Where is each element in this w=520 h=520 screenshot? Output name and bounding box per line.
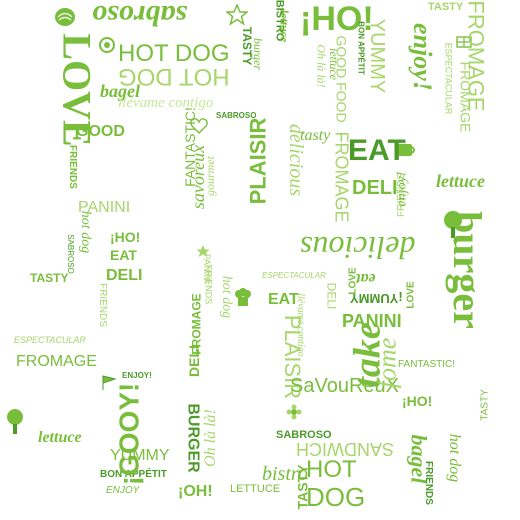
word-ohlala-2: Oh là là! <box>201 409 219 467</box>
word-friends-v2: FRIENDS <box>66 145 78 189</box>
word-yummy-2: YUMMY <box>110 447 170 464</box>
word-bonappetit-v1: BON APPÉTIT <box>356 21 366 75</box>
word-tasty-script: tasty <box>300 127 331 144</box>
word-hot-eat-3: EAT <box>268 291 299 308</box>
word-gooy-big: ¡GOOY! <box>113 382 145 486</box>
cup-icon <box>398 144 415 156</box>
word-llevame: llévame contigo <box>118 95 214 111</box>
word-panini-1: PANINI <box>78 199 131 216</box>
word-lettuce-right: lettuce <box>436 171 485 191</box>
word-eat-1: EAT <box>348 134 406 167</box>
word-good-1: GOOD <box>76 123 125 140</box>
word-enjoy-3: ENJOY! <box>122 371 152 380</box>
word-ivy-big: EAT <box>148 281 193 359</box>
tree-icon <box>444 211 462 238</box>
flower-icon <box>286 404 302 420</box>
word-take-1: TAKE <box>78 165 127 185</box>
word-tasty-2: TASTY <box>30 271 69 285</box>
lettuce-icon <box>55 8 75 26</box>
word-especacular-3: ESPECTACULAR <box>262 271 326 280</box>
word-dog-3: DOG <box>306 482 366 512</box>
word-lettuce-3: LETTUCE <box>230 483 281 495</box>
word-fantastic-2: FANTASTIC! <box>398 359 456 370</box>
word-enjoy-v2: enjoy! <box>394 171 410 207</box>
star-icon-2 <box>196 245 210 257</box>
word-bistro-3: BISTRO <box>23 399 85 416</box>
word-lettuce-4: lettuce <box>38 429 82 446</box>
word-fromage-v3: FROMAGE <box>457 61 474 133</box>
chef-hat-icon <box>235 288 251 306</box>
word-oh-3: ¡OH! <box>178 483 213 500</box>
word-hotdog-v2: hot dog <box>219 275 235 319</box>
word-chic-v: SABROSO <box>65 234 75 274</box>
word-especacular-v1: ESPECTACULAR <box>443 42 454 115</box>
word-friends-4: FRIENDS <box>422 461 434 505</box>
word-burger-right: burger <box>444 211 490 329</box>
word-lettuce-v1: lettuce <box>277 9 292 43</box>
word-fooddood: GOOD FOOD <box>333 35 350 123</box>
word-savoreux: savoreux <box>188 144 209 210</box>
word-deli-1: DELI <box>352 177 398 199</box>
word-tasty-top: TASTY <box>428 1 464 13</box>
cross-flag-icon <box>456 36 472 48</box>
heart-icon <box>190 118 208 134</box>
word-hotdog-v: hot dog <box>78 210 94 254</box>
word-oh-4: ¡HO! <box>402 393 433 409</box>
word-deli-v3: DELI <box>324 282 339 310</box>
word-llevame-2: llévame contigo <box>294 293 306 357</box>
word-panini-3: PANINI <box>202 253 213 284</box>
tree-icon-left <box>7 409 23 434</box>
word-plaisir-v: PLAISIR <box>245 117 271 205</box>
star-icon <box>226 4 248 26</box>
word-deli-v2: DELI <box>185 345 202 377</box>
word-bistro-right: BISTRO <box>429 145 491 162</box>
word-oh-2: ¡HO! <box>110 229 141 245</box>
word-enjoy-2: ENJOY <box>106 485 140 496</box>
word-hot-3: HOT <box>306 456 357 483</box>
sun-icon <box>99 37 115 53</box>
word-yum-2: ¡YUMMY <box>350 291 403 306</box>
word-sabroso-top: sabroso <box>92 0 188 32</box>
word-bistro-2: bistro <box>262 463 308 485</box>
word-sabroso-v: SABROSO <box>216 111 257 120</box>
word-fome-2: fome <box>372 337 402 389</box>
word-deli-2: DELI <box>106 267 143 284</box>
word-oh-top: ¡HO! <box>300 0 374 38</box>
word-panini-2: PANINI <box>342 311 402 331</box>
word-burger-v1: burger <box>251 37 266 71</box>
word-yummy-v1: YUMMY <box>366 18 389 94</box>
word-delicious-2: delicious <box>300 230 416 266</box>
word-bonappetit-2: BON APPÉTIT <box>100 469 167 480</box>
word-eat-3: eat <box>356 270 376 287</box>
word-burger-v3: BURGER <box>184 403 202 473</box>
word-friends-v3: FRIENDS <box>96 283 108 327</box>
word-sabroso-2: SABROSO <box>276 429 332 441</box>
word-hotdog-4: hot dog <box>446 433 464 483</box>
word-love-3: LOVE <box>405 281 417 309</box>
word-fromage-left: FROMAGE <box>16 353 97 370</box>
word-enjoy-v1: enjoy! <box>407 23 437 91</box>
word-good-2: GOOD <box>352 413 402 430</box>
word-bagel-1: bagel <box>100 81 140 101</box>
flag-icon <box>102 375 117 390</box>
word-especacular-2: ESPECTACULAR <box>14 335 86 345</box>
word-tasty-r: TASTY <box>479 389 491 421</box>
word-eat-2: EAT <box>110 247 137 263</box>
word-hotdog-1: HOT DOG <box>118 40 230 67</box>
word-savoureux-2: SaVouReuX <box>290 375 399 397</box>
word-away-1: AWAY <box>75 139 134 161</box>
